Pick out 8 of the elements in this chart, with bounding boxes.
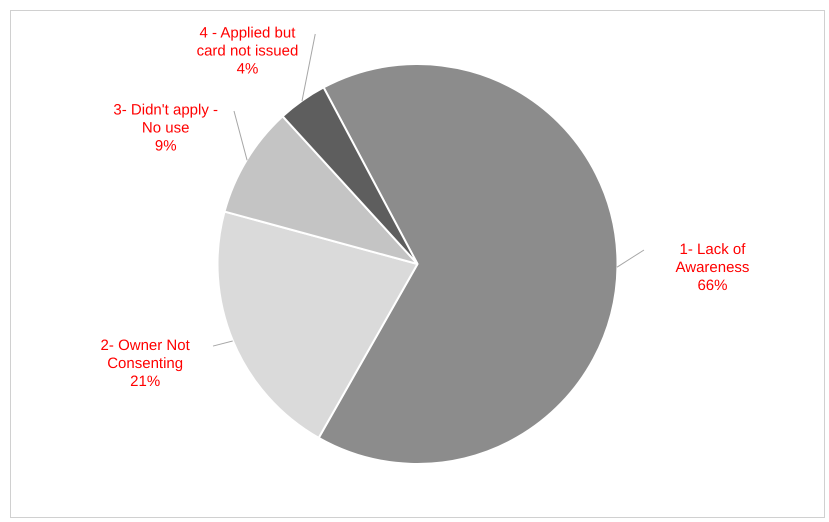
data-label: 21% (130, 373, 160, 390)
data-label: 9% (154, 138, 177, 155)
data-label: 66% (697, 276, 728, 294)
slice-label: 2- Owner Not Consenting (100, 337, 191, 372)
slice-label: 3- Didn't apply - No use (113, 102, 218, 137)
data-label: 4% (236, 60, 258, 78)
slice-label: 4 - Applied but card not issued (196, 24, 298, 60)
slice-label: 1- Lack of Awareness (676, 240, 750, 276)
